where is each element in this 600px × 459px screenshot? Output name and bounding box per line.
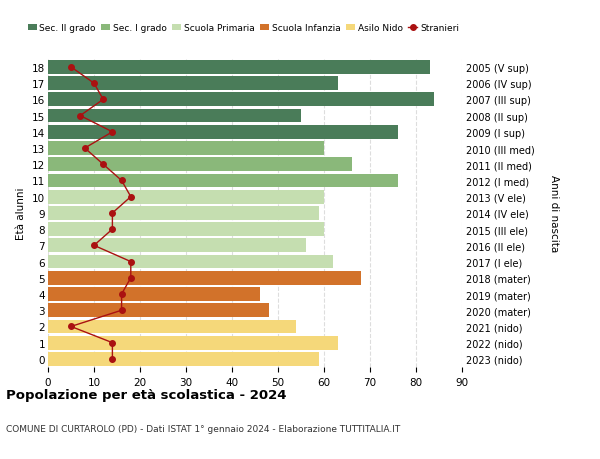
- Bar: [48, 271, 361, 285]
- Bar: [48, 61, 430, 75]
- Bar: [48, 255, 333, 269]
- Bar: [48, 142, 324, 156]
- Bar: [48, 109, 301, 123]
- Bar: [48, 287, 260, 301]
- Text: Popolazione per età scolastica - 2024: Popolazione per età scolastica - 2024: [6, 388, 287, 401]
- Text: COMUNE DI CURTAROLO (PD) - Dati ISTAT 1° gennaio 2024 - Elaborazione TUTTITALIA.: COMUNE DI CURTAROLO (PD) - Dati ISTAT 1°…: [6, 425, 400, 434]
- Y-axis label: Età alunni: Età alunni: [16, 187, 26, 240]
- Bar: [48, 207, 319, 220]
- Bar: [48, 336, 338, 350]
- Bar: [48, 77, 338, 91]
- Bar: [48, 158, 352, 172]
- Y-axis label: Anni di nascita: Anni di nascita: [549, 175, 559, 252]
- Bar: [48, 126, 398, 140]
- Bar: [48, 174, 398, 188]
- Bar: [48, 352, 319, 366]
- Legend: Sec. II grado, Sec. I grado, Scuola Primaria, Scuola Infanzia, Asilo Nido, Stran: Sec. II grado, Sec. I grado, Scuola Prim…: [28, 24, 459, 33]
- Bar: [48, 320, 296, 334]
- Bar: [48, 190, 324, 204]
- Bar: [48, 223, 324, 236]
- Bar: [48, 93, 434, 107]
- Bar: [48, 304, 269, 318]
- Bar: [48, 239, 305, 253]
